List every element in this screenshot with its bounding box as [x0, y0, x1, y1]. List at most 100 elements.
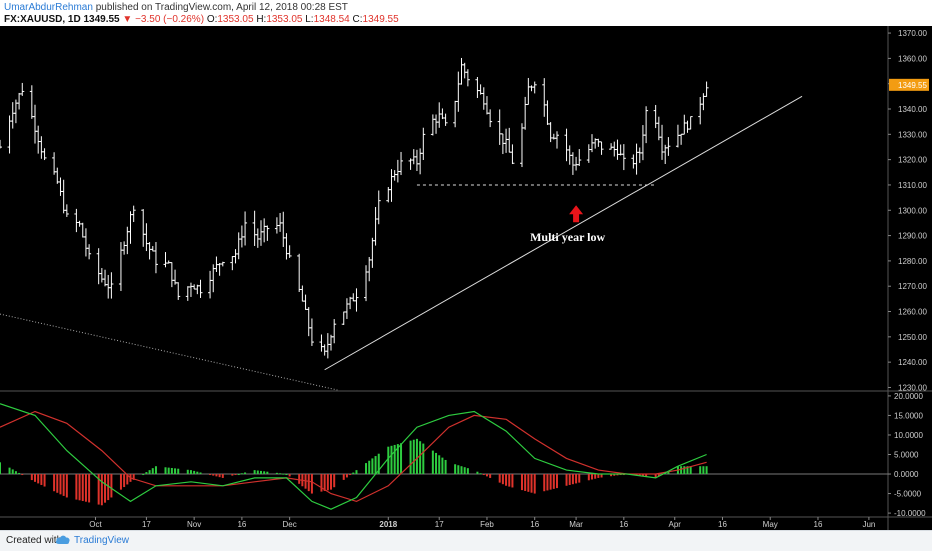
macd-histogram-bar: [196, 471, 199, 475]
macd-histogram-bar: [88, 474, 91, 503]
macd-histogram-bar: [320, 474, 323, 492]
price-chart[interactable]: 1230.00 1240.00 1250.00 1260.00 1270.00 1280.…: [0, 26, 932, 530]
macd-histogram-bar: [396, 444, 399, 475]
macd-histogram-bar: [110, 474, 113, 498]
macd-tick-label: 15.0000: [894, 411, 923, 420]
macd-histogram-bar: [591, 474, 593, 480]
macd-histogram-bar: [482, 474, 485, 476]
macd-histogram-bar: [546, 474, 549, 491]
macd-histogram-bar: [123, 474, 126, 488]
low-label: L:: [305, 14, 314, 25]
macd-histogram-bar: [610, 474, 613, 477]
macd-histogram-bar: [419, 441, 422, 475]
macd-histogram-bar: [221, 474, 224, 478]
macd-histogram-bar: [377, 453, 380, 475]
macd-histogram-bar: [21, 474, 24, 476]
macd-histogram-bar: [259, 470, 262, 475]
macd-histogram-bar: [266, 471, 269, 475]
macd-histogram-bar: [218, 474, 221, 478]
macd-histogram-bar: [212, 474, 215, 476]
macd-histogram-bar: [215, 474, 218, 477]
time-tick-label: 16: [718, 520, 727, 529]
macd-histogram-bar: [11, 469, 14, 475]
time-tick-label: May: [763, 520, 778, 529]
macd-histogram-bar: [59, 474, 62, 495]
macd-histogram-bar: [466, 468, 469, 475]
macd-histogram-bar: [37, 474, 40, 484]
publish-text: published on TradingView.com, April 12, …: [92, 2, 348, 13]
price-tick-label: 1250.00: [898, 333, 927, 342]
time-tick-label: Jun: [862, 520, 875, 529]
macd-histogram-bar: [680, 466, 683, 475]
macd-histogram-bar: [186, 469, 189, 475]
macd-histogram-bar: [520, 474, 523, 491]
macd-tick-label: 20.0000: [894, 392, 923, 401]
macd-histogram-bar: [307, 474, 310, 492]
macd-pane: 20.0000 15.0000 10.0000 5.0000 0.0000 -5.0000…: [0, 390, 932, 518]
macd-histogram-bar: [654, 474, 657, 478]
macd-histogram-bar: [330, 474, 333, 490]
macd-histogram-bar: [476, 471, 479, 475]
macd-histogram-bar: [613, 474, 616, 476]
time-axis[interactable]: Oct 17 Nov 16 Dec 2018 17 Feb 16 Mar 16 Apr 16 May 16 J…: [0, 516, 932, 529]
macd-histogram-bar: [641, 474, 644, 477]
macd-histogram-bar: [533, 474, 536, 494]
macd-histogram-bar: [594, 474, 597, 479]
macd-histogram-bar: [78, 474, 81, 501]
macd-histogram-bar: [390, 445, 393, 475]
macd-histogram-bar: [524, 474, 527, 491]
price-tick-label: 1300.00: [898, 206, 927, 215]
macd-histogram-bar: [256, 470, 259, 475]
descending-line: [0, 313, 338, 391]
annotation-label: Multi year low: [530, 230, 605, 244]
macd-histogram-bar: [62, 474, 65, 496]
macd-histogram-bar: [65, 474, 68, 498]
macd-histogram-bar: [657, 474, 660, 477]
macd-histogram-bar: [587, 474, 590, 481]
author-link[interactable]: UmarAbdurRehman: [4, 2, 93, 13]
macd-histogram-bar: [279, 473, 282, 475]
macd-histogram-bar: [177, 468, 180, 475]
macd-histogram-bar: [40, 474, 43, 485]
low-value: 1348.54: [313, 14, 350, 25]
tradingview-cloud-icon[interactable]: [55, 534, 71, 546]
macd-histogram-bar: [288, 474, 291, 477]
macd-histogram-bar: [107, 474, 110, 501]
time-tick-label: Oct: [89, 520, 102, 529]
macd-histogram-bar: [97, 474, 100, 505]
last-price-tag-label: 1349.55: [898, 81, 927, 90]
last-price: 1349.55: [83, 14, 120, 25]
symbol-label: FX:XAUUSD, 1D: [4, 14, 81, 25]
price-change: −3.50 (−0.26%): [135, 14, 205, 25]
macd-histogram-bar: [568, 474, 571, 485]
macd-histogram-bar: [43, 474, 46, 487]
macd-histogram-bar: [501, 474, 504, 485]
macd-histogram-bar: [355, 470, 358, 475]
macd-histogram-bar: [412, 439, 415, 475]
macd-histogram-bar: [148, 470, 151, 475]
macd-histogram-bar: [683, 466, 686, 475]
last-price-tag: [889, 78, 929, 91]
macd-histogram-bar: [505, 474, 508, 486]
tradingview-brand[interactable]: TradingView: [74, 535, 130, 546]
publish-line: UmarAbdurRehman published on TradingView…: [4, 2, 348, 13]
macd-histogram-bar: [578, 474, 581, 483]
macd-histogram-bar: [368, 460, 371, 475]
open-label: O:: [206, 14, 218, 25]
time-tick-label: Nov: [187, 520, 201, 529]
ascending-trendline: [324, 95, 803, 371]
macd-histogram-bar: [393, 444, 396, 475]
macd-histogram-bar: [422, 443, 425, 475]
price-tick-label: 1240.00: [898, 358, 927, 367]
macd-tick-label: -5.0000: [894, 490, 922, 499]
macd-histogram-bar: [253, 470, 256, 475]
created-with-text: Created with: [6, 535, 63, 546]
macd-histogram-bar: [164, 467, 167, 475]
time-tick-label: Apr: [669, 520, 682, 529]
price-tick-label: 1290.00: [898, 232, 927, 241]
macd-histogram-bar: [209, 474, 212, 476]
macd-histogram-bar: [0, 462, 1, 475]
macd-histogram-bar: [435, 452, 438, 475]
macd-histogram-bar: [75, 474, 78, 500]
macd-histogram-bar: [53, 474, 56, 492]
